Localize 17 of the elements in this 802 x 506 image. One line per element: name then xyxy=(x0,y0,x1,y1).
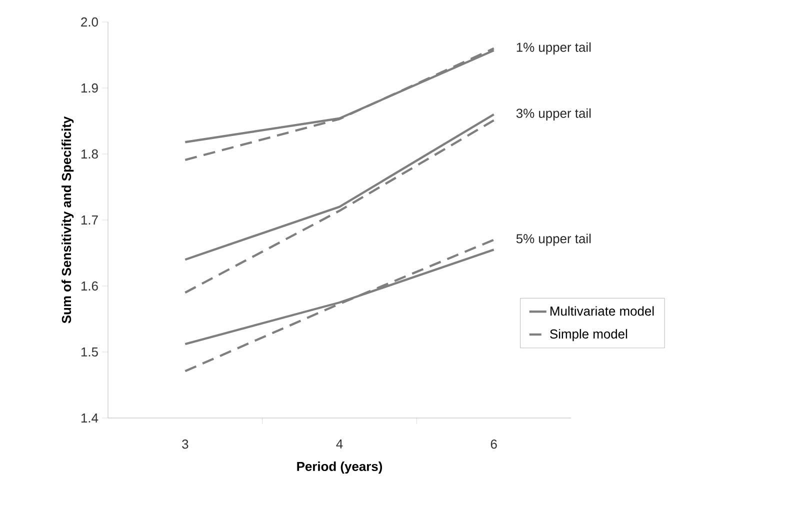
x-axis-title: Period (years) xyxy=(297,462,382,474)
y-tick-label: 1.5 xyxy=(81,347,98,357)
y-tick-label: 1.4 xyxy=(81,414,98,422)
y-tick-label: 2.0 xyxy=(81,17,98,27)
y-tick-label: 1.6 xyxy=(81,281,98,291)
annotation: 3% upper tail xyxy=(516,108,591,120)
y-tick-label: 1.9 xyxy=(81,83,98,93)
x-tick-label: 4 xyxy=(336,440,343,448)
y-axis-title: Sum of Sensitivity and Specificity xyxy=(62,116,74,324)
x-tick-label: 6 xyxy=(490,440,497,449)
x-tick-label: 3 xyxy=(182,440,188,449)
annotation: 5% upper tail xyxy=(516,234,591,246)
legend-label: Simple model xyxy=(550,329,628,342)
y-tick-label: 1.8 xyxy=(81,149,98,159)
y-tick-label: 1.7 xyxy=(81,216,98,224)
annotation: 1% upper tail xyxy=(516,42,591,54)
legend-label: Multivariate model xyxy=(550,306,654,316)
